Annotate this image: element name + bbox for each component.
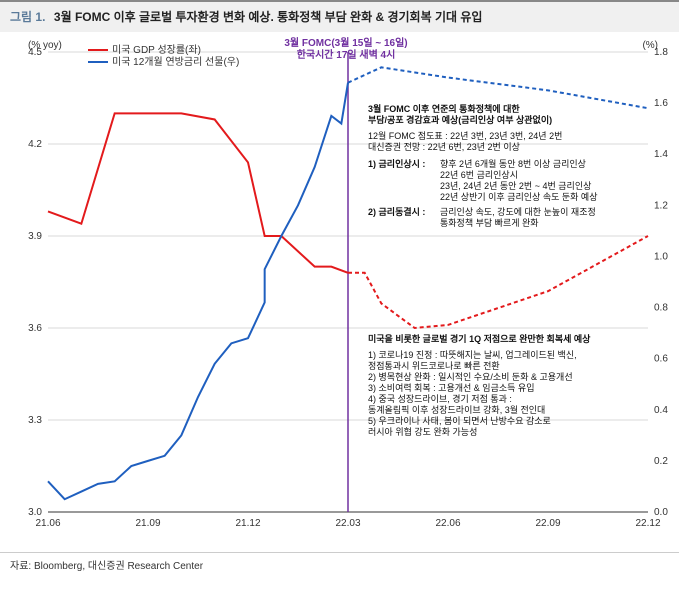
vline-label: 한국시간 17일 새벽 4시 [297,48,396,61]
right-tick: 1.0 [654,251,668,262]
annotation-text: 23년, 24년 2년 동안 2번 ~ 4번 금리인상 [440,181,591,191]
annotation-text: 1) 금리인상시 : [368,158,425,169]
right-tick: 1.4 [654,149,668,160]
x-tick: 22.03 [335,518,360,529]
annotation-text: 러시아 위협 강도 완화 가능성 [368,426,477,437]
right-tick: 0.4 [654,405,668,416]
left-tick: 3.6 [28,323,42,334]
x-tick: 21.12 [235,518,260,529]
x-tick: 22.06 [435,518,460,529]
figure-container: 그림 1. 3월 FOMC 이후 글로벌 투자환경 변화 예상. 통화정책 부담… [0,0,679,576]
left-tick: 3.0 [28,507,42,518]
right-tick: 0.6 [654,354,668,365]
right-tick: 0.8 [654,303,668,314]
x-tick: 21.09 [135,518,160,529]
right-tick: 0.2 [654,456,668,467]
series-line [48,83,348,500]
left-tick: 3.9 [28,231,42,242]
legend-item: 미국 GDP 성장률(좌) [112,44,201,56]
right-tick: 1.6 [654,98,668,109]
series-line [348,67,648,108]
figure-title: 3월 FOMC 이후 글로벌 투자환경 변화 예상. 통화정책 부담 완화 & … [54,10,483,24]
annotation-text: 대신증권 전망 : 22년 6번, 23년 2번 이상 [368,141,520,152]
title-bar: 그림 1. 3월 FOMC 이후 글로벌 투자환경 변화 예상. 통화정책 부담… [0,0,679,32]
left-tick: 4.2 [28,139,42,150]
annotation-text: 2) 금리동결시 : [368,206,425,217]
annotation-text: 동계올림픽 이후 성장드라이브 강화, 3월 전인대 [368,404,545,415]
annotation-text: 정점통과시 위드코로나로 빠른 전환 [368,360,500,371]
vline-label: 3월 FOMC(3월 15일 ~ 16일) [284,36,407,49]
figure-label: 그림 1. [10,10,45,24]
annotation-text: 통화정책 부담 빠르게 완화 [440,217,539,228]
legend-item: 미국 12개월 연방금리 선물(우) [112,56,239,68]
left-tick: 3.3 [28,415,42,426]
chart-svg: 3.03.33.63.94.24.50.00.20.40.60.81.01.21… [0,32,679,552]
x-tick: 22.09 [535,518,560,529]
annotation-text: 금리인상 속도, 강도에 대한 눈높이 재조정 [440,207,596,217]
annotation-text: 미국을 비롯한 글로벌 경기 1Q 저점으로 완만한 회복세 예상 [368,333,591,344]
annotation-text: 3) 소비여력 회복 : 고용개선 & 임금소득 유입 [368,382,535,393]
right-axis-title: (%) [642,40,658,51]
annotation-text: 5) 우크라이나 사태, 봄이 되면서 난방수요 감소로 [368,415,551,426]
right-tick: 0.0 [654,507,668,518]
annotation-text: 향후 2년 6개월 동안 8번 이상 금리인상 [440,158,586,169]
annotation-text: 12월 FOMC 점도표 : 22년 3번, 23년 3번, 24년 2번 [368,130,562,141]
annotation-text: 22년 상반기 이후 금리인상 속도 둔화 예상 [440,192,598,202]
x-tick: 21.06 [35,518,60,529]
right-tick: 1.2 [654,200,668,211]
series-line [348,236,648,328]
annotation-text: 부담/공포 경감효과 예상(금리인상 여부 상관없이) [368,114,552,125]
annotation-text: 3월 FOMC 이후 연준의 통화정책에 대한 [368,103,520,114]
source-text: 자료: Bloomberg, 대신증권 Research Center [0,552,679,576]
x-tick: 22.12 [635,518,660,529]
annotation-text: 1) 코로나19 진정 : 따뜻해지는 날씨, 업그레이드된 백신, [368,349,577,360]
annotation-text: 22년 6번 금리인상시 [440,170,518,180]
annotation-text: 4) 중국 성장드라이브, 경기 저점 통과 : [368,393,512,404]
chart-area: 3.03.33.63.94.24.50.00.20.40.60.81.01.21… [0,32,679,552]
annotation-text: 2) 병목현상 완화 : 일시적인 수요/소비 둔화 & 고용개선 [368,371,573,382]
left-axis-title: (% yoy) [28,40,62,51]
